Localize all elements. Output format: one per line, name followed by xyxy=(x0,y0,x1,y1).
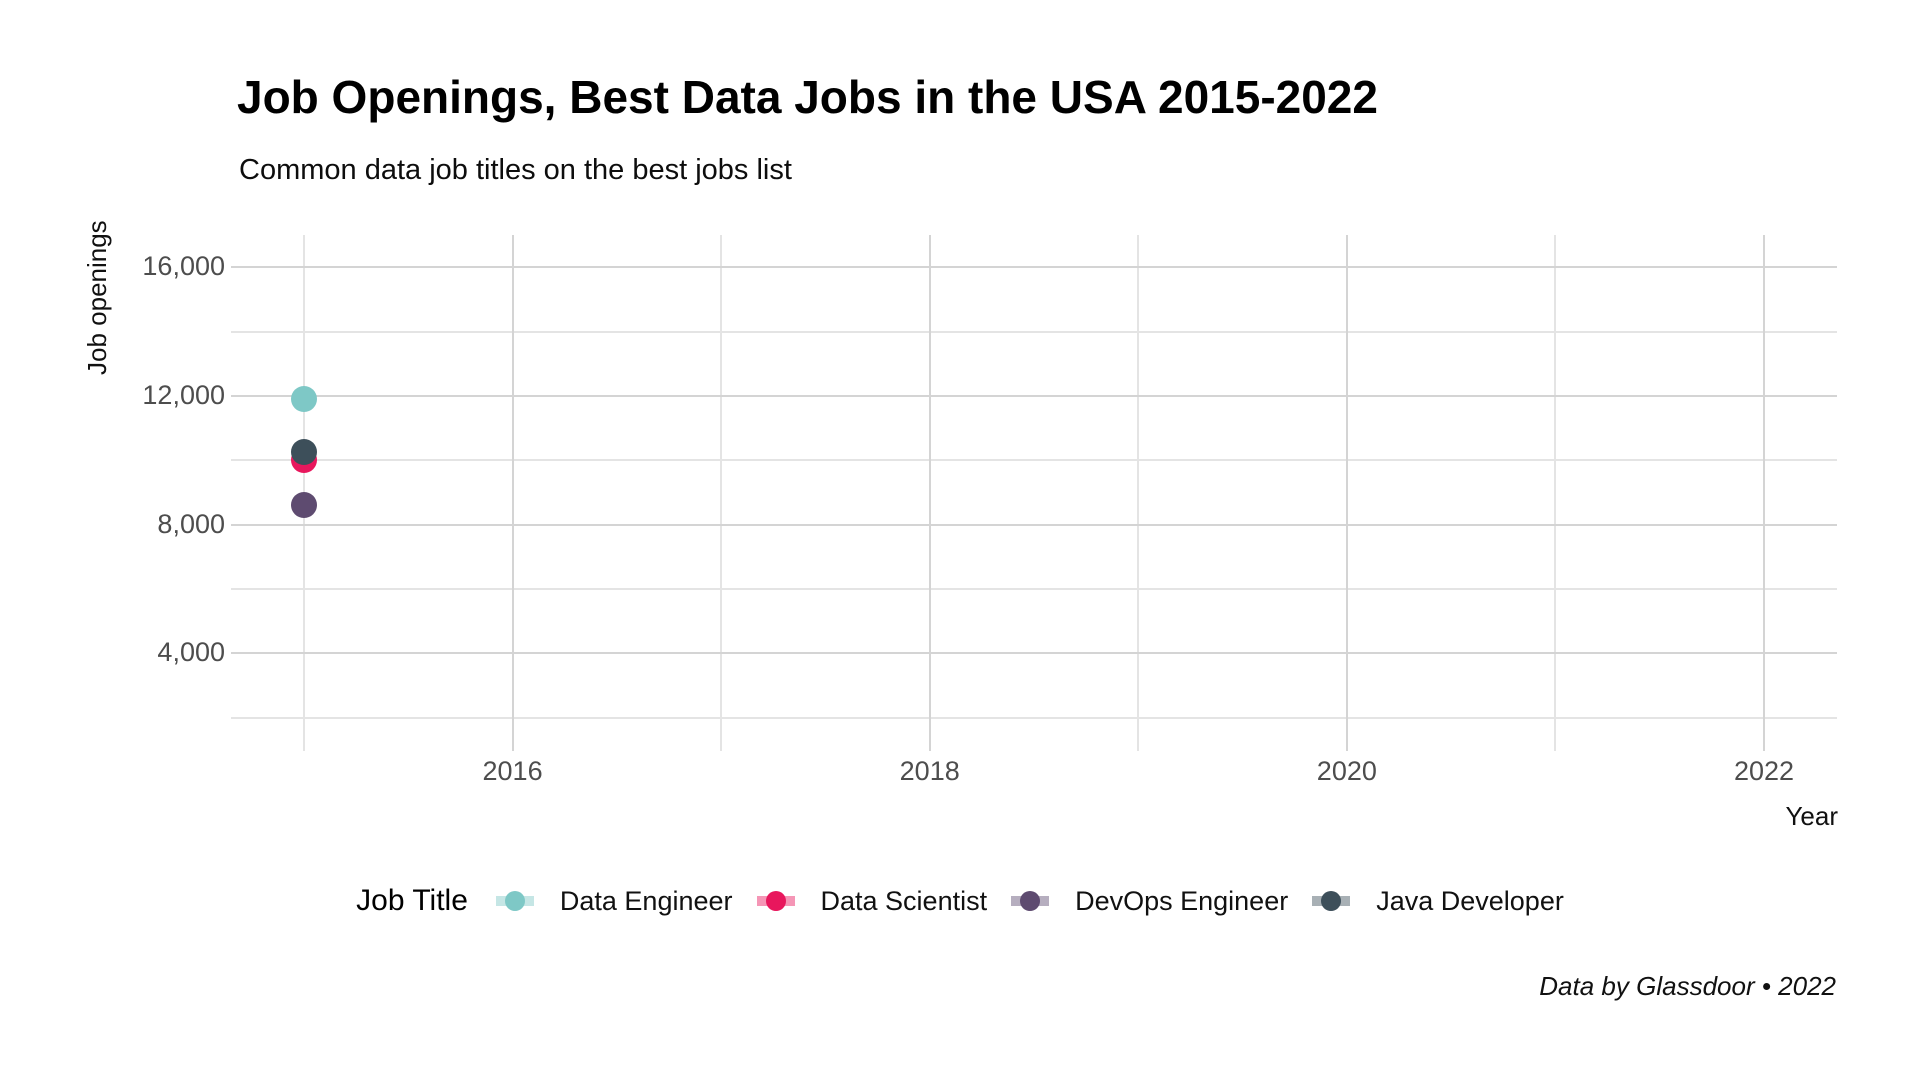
data-point-data-engineer xyxy=(291,386,317,413)
x-gridline-major xyxy=(928,235,931,751)
legend-key xyxy=(495,890,534,912)
legend-key xyxy=(1312,890,1351,912)
data-point-java-developer xyxy=(291,439,317,466)
x-gridline-minor xyxy=(720,235,723,751)
chart-title: Job Openings, Best Data Jobs in the USA … xyxy=(237,71,1378,123)
x-tick-label: 2022 xyxy=(1733,756,1795,786)
y-gridline-major xyxy=(231,394,1837,397)
y-gridline-minor xyxy=(231,330,1837,333)
x-gridline-major xyxy=(511,235,514,751)
x-axis-title: Year xyxy=(1785,801,1838,831)
y-gridline-minor xyxy=(231,587,1837,590)
y-gridline-major xyxy=(231,652,1837,655)
y-gridline-major xyxy=(231,523,1837,526)
chart-caption: Data by Glassdoor • 2022 xyxy=(1539,971,1836,1001)
legend-key-dot-icon xyxy=(1321,891,1342,911)
y-tick-label: 16,000 xyxy=(142,251,225,282)
legend-item-label: DevOps Engineer xyxy=(1075,885,1289,916)
plot-panel xyxy=(231,235,1837,751)
y-tick-label: 12,000 xyxy=(142,379,225,410)
x-tick-label: 2020 xyxy=(1316,756,1377,786)
legend-item-label: Data Engineer xyxy=(559,885,733,916)
legend-key xyxy=(1011,890,1050,912)
legend: Job Title Data Engineer Data Scientist Dev… xyxy=(0,884,1920,918)
legend-key-dot-icon xyxy=(504,891,525,911)
legend-item: Data Scientist xyxy=(756,885,988,917)
y-axis-title: Job openings xyxy=(82,220,112,375)
legend-item: Java Developer xyxy=(1312,886,1564,917)
x-gridline-minor xyxy=(1137,235,1140,751)
y-tick-label: 8,000 xyxy=(157,508,225,539)
legend-key-dot-icon xyxy=(765,891,786,911)
y-gridline-minor xyxy=(231,459,1837,462)
legend-key-dot-icon xyxy=(1020,891,1041,911)
chart-subtitle: Common data job titles on the best jobs … xyxy=(239,154,792,186)
legend-title: Job Title xyxy=(356,884,468,917)
y-gridline-major xyxy=(231,266,1837,269)
x-gridline-major xyxy=(1345,235,1348,751)
x-gridline-minor xyxy=(1554,235,1557,751)
legend-item: Data Engineer xyxy=(495,885,733,917)
legend-item-label: Java Developer xyxy=(1376,885,1564,916)
data-point-devops-engineer xyxy=(291,492,317,519)
legend-key xyxy=(756,890,795,912)
legend-item: DevOps Engineer xyxy=(1011,886,1288,917)
x-tick-label: 2018 xyxy=(899,756,960,786)
y-gridline-minor xyxy=(231,716,1837,719)
legend-item-label: Data Scientist xyxy=(820,885,988,916)
y-tick-label: 4,000 xyxy=(157,637,225,668)
x-tick-label: 2016 xyxy=(482,756,543,786)
x-gridline-major xyxy=(1763,235,1765,751)
